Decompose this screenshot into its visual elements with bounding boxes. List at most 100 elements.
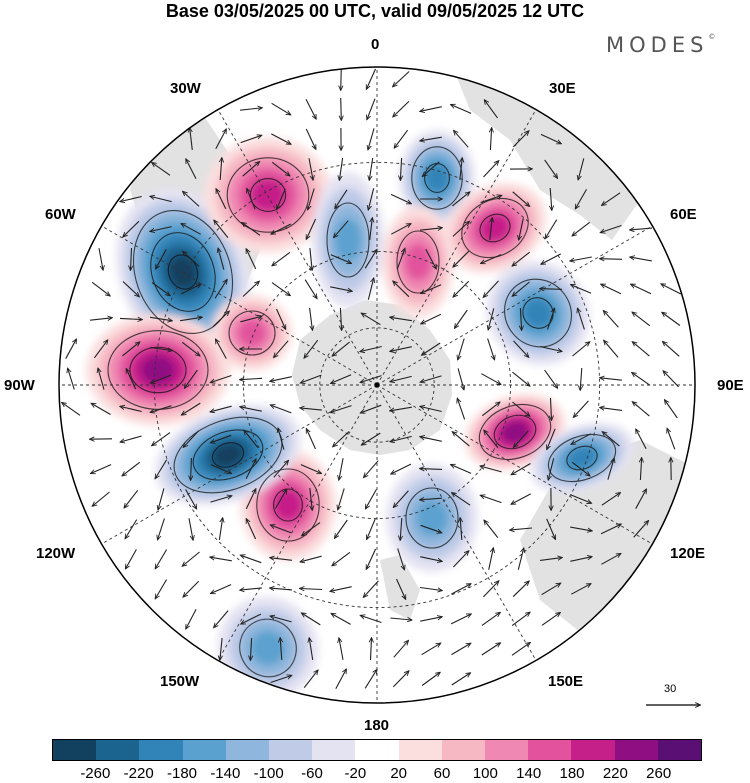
wind-vector xyxy=(93,340,107,359)
wind-vector xyxy=(274,340,289,358)
wind-vector xyxy=(244,430,259,448)
wind-vector xyxy=(308,158,313,180)
wind-vector xyxy=(420,498,443,500)
wind-vector xyxy=(512,131,528,148)
wind-vector xyxy=(544,159,558,178)
wind-vector xyxy=(218,248,225,270)
wind-vector xyxy=(390,618,411,620)
wind-vector xyxy=(544,369,558,388)
wind-vectors xyxy=(62,67,682,689)
wind-vector xyxy=(330,254,351,264)
wind-vector xyxy=(364,460,379,478)
wind-vector xyxy=(122,461,141,475)
wind-vector xyxy=(123,220,140,236)
colorbar-tick-label: 260 xyxy=(646,765,672,782)
wind-vector xyxy=(455,309,468,328)
wind-vector xyxy=(122,281,139,297)
lat-lon-grid xyxy=(59,67,695,703)
wind-vector xyxy=(633,521,649,538)
wind-vector xyxy=(125,519,138,539)
wind-vector xyxy=(245,459,256,480)
reference-vector-label: 30 xyxy=(664,683,677,695)
label-lon-0: 0 xyxy=(371,36,380,53)
wind-vector xyxy=(485,100,498,119)
colorbar-cell xyxy=(614,740,658,760)
colorbar-tick-label: 60 xyxy=(433,765,451,782)
wind-vector xyxy=(420,437,442,442)
wind-vector xyxy=(301,374,322,383)
wind-vector xyxy=(390,435,412,441)
wind-vector xyxy=(150,316,172,320)
colorbar-tick-label: 140 xyxy=(516,765,542,782)
wind-vector xyxy=(511,612,530,627)
colorbar-cell xyxy=(355,740,399,760)
wind-vector xyxy=(242,282,259,297)
wind-vector xyxy=(180,317,202,322)
wind-vector xyxy=(183,580,200,597)
wind-vector xyxy=(453,250,470,267)
wind-vector xyxy=(570,494,591,503)
contour-line xyxy=(479,213,511,243)
contour-line xyxy=(249,178,287,212)
colorbar-cell xyxy=(139,740,183,760)
wind-vector xyxy=(451,643,471,656)
colorbar-tick-label: -20 xyxy=(344,765,367,782)
wind-vector xyxy=(391,463,412,474)
wind-vector xyxy=(272,251,291,265)
wind-vector xyxy=(420,136,442,141)
wind-vector xyxy=(394,490,409,507)
wind-vector xyxy=(578,158,585,179)
wind-vector xyxy=(300,408,322,410)
wind-vector xyxy=(211,374,232,383)
wind-vector xyxy=(601,224,622,233)
wind-vector xyxy=(271,223,292,234)
wind-vector xyxy=(303,670,318,689)
wind-vector xyxy=(216,339,227,359)
wind-vector xyxy=(274,490,286,509)
wind-vector xyxy=(420,556,442,562)
wind-vector xyxy=(91,464,112,474)
wind-vector xyxy=(331,614,351,625)
label-lon-30e: 30E xyxy=(549,80,576,97)
wind-vector xyxy=(600,524,621,535)
wind-vector xyxy=(250,637,251,660)
anomaly-blob xyxy=(237,319,267,347)
wind-vector xyxy=(420,407,442,413)
contour-line xyxy=(211,442,245,468)
anomaly-blob xyxy=(522,297,554,329)
meridian-line xyxy=(217,109,378,386)
wind-vector xyxy=(512,463,531,475)
wind-vector xyxy=(270,376,292,382)
meridian-line xyxy=(376,109,537,386)
wind-vector xyxy=(368,188,375,209)
wind-vector xyxy=(510,528,533,530)
colorbar-cell xyxy=(398,740,442,760)
wind-vector xyxy=(488,308,495,329)
wind-vector xyxy=(425,249,436,268)
wind-vector xyxy=(393,641,408,658)
wind-vector xyxy=(277,188,286,209)
wind-vector xyxy=(452,222,469,237)
wind-vector xyxy=(453,432,470,447)
wind-vector xyxy=(304,339,319,358)
contour-line xyxy=(504,278,572,348)
wind-vector xyxy=(540,346,561,352)
wind-vector xyxy=(420,106,442,112)
wind-vector xyxy=(662,313,681,326)
wind-vector xyxy=(210,496,232,503)
brand-logo: MODES© xyxy=(606,33,715,57)
contour-line xyxy=(226,157,310,233)
wind-vector xyxy=(571,433,591,444)
label-lon-150e: 150E xyxy=(548,673,584,690)
wind-vector xyxy=(484,430,499,448)
wind-vector xyxy=(451,105,472,114)
wind-vector xyxy=(541,253,562,264)
contour-line xyxy=(273,488,303,522)
wind-vector xyxy=(305,128,315,149)
wind-vector xyxy=(366,548,377,569)
wind-vector xyxy=(247,189,256,210)
colorbar-cell xyxy=(528,740,572,760)
wind-vector xyxy=(240,316,261,323)
wind-vector xyxy=(300,589,323,590)
wind-vector xyxy=(540,289,563,290)
